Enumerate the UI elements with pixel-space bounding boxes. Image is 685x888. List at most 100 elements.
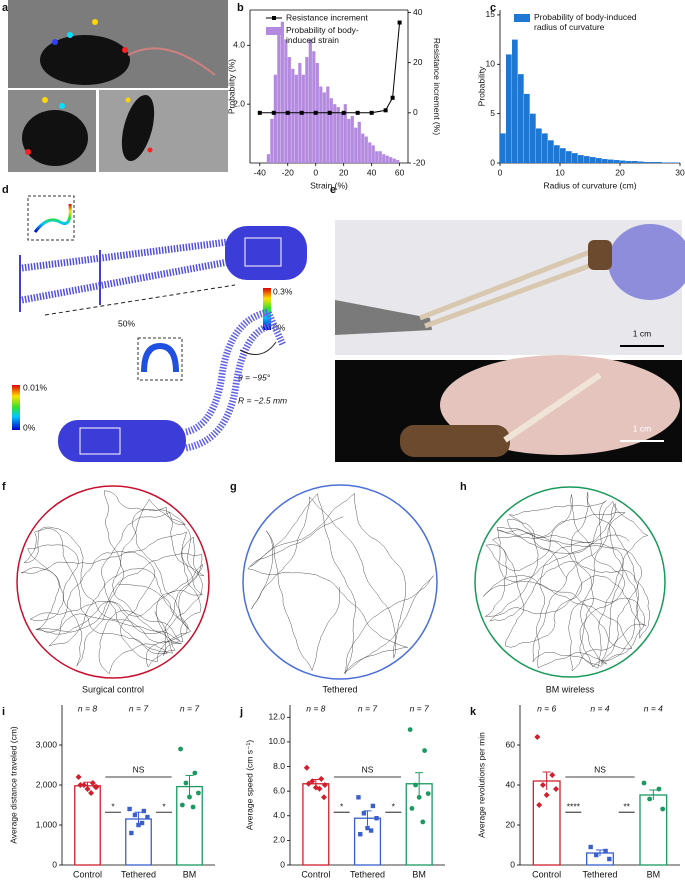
- data-point: [180, 803, 185, 808]
- histogram-bar: [379, 151, 382, 163]
- data-point: [422, 748, 427, 753]
- n-label: n = 7: [129, 703, 148, 713]
- strain-label: 50%: [118, 318, 135, 328]
- y-tick-label: 3,000: [36, 739, 58, 749]
- data-point: [192, 771, 197, 776]
- x-tick-label: 10: [555, 167, 565, 177]
- histogram-bar: [554, 145, 560, 163]
- y-tick-label: 4.0: [273, 810, 285, 820]
- line-marker: [286, 111, 290, 115]
- data-point: [191, 805, 196, 810]
- data-point: [660, 807, 665, 812]
- histogram-bar: [396, 160, 399, 163]
- histogram-bar: [274, 75, 277, 163]
- data-point: [145, 815, 149, 819]
- trajectory: [21, 491, 204, 674]
- angle-label: θ = ~95°: [238, 372, 271, 382]
- histogram-bar: [572, 153, 578, 163]
- trajectory: [483, 492, 650, 671]
- histogram-bar: [323, 92, 326, 163]
- histogram-bar: [375, 151, 378, 163]
- legend-label: Resistance increment: [286, 12, 368, 22]
- y-tick-label: 0: [490, 157, 495, 167]
- line-marker: [328, 111, 332, 115]
- y2-tick-label: 40: [413, 7, 423, 17]
- data-point: [588, 845, 592, 849]
- device-photo: [400, 425, 510, 457]
- histogram-bar: [281, 22, 284, 163]
- x-tick-label: Control: [301, 869, 330, 879]
- data-point: [603, 849, 607, 853]
- data-point: [140, 821, 144, 825]
- data-point: [304, 765, 310, 771]
- x-tick-label: 30: [675, 167, 685, 177]
- n-label: n = 6: [537, 703, 556, 713]
- bar: [640, 795, 667, 865]
- histogram-bar: [382, 154, 385, 163]
- n-label: n = 8: [78, 703, 97, 713]
- histogram-bar: [326, 87, 329, 164]
- y-axis-label: Average speed (cm s⁻¹): [244, 740, 254, 830]
- histogram-bar: [372, 145, 375, 163]
- data-point: [362, 811, 366, 815]
- marker-dot: [148, 148, 153, 153]
- histogram-bar: [524, 94, 530, 163]
- line-marker: [398, 21, 402, 25]
- histogram-bar: [358, 122, 361, 163]
- n-label: n = 7: [180, 703, 199, 713]
- strain-arrow: [45, 285, 235, 315]
- data-point: [76, 774, 82, 780]
- histogram-bar: [361, 134, 364, 163]
- data-point: [196, 791, 201, 796]
- data-point: [426, 791, 431, 796]
- data-point: [410, 806, 415, 811]
- data-point: [549, 772, 555, 778]
- histogram-bar: [354, 128, 357, 163]
- legend-label: Probability of body-induced radius of cu…: [534, 12, 639, 32]
- x-tick-label: 20: [615, 167, 625, 177]
- line-marker: [258, 111, 262, 115]
- line-marker: [370, 111, 374, 115]
- x-tick-label: 20: [339, 167, 349, 177]
- significance-label: *: [340, 801, 344, 811]
- data-point: [369, 828, 373, 832]
- n-label: n = 7: [358, 703, 377, 713]
- data-point: [371, 804, 375, 808]
- panel-label: h: [460, 481, 467, 493]
- photo: [99, 90, 228, 172]
- histogram-bar: [512, 40, 518, 163]
- colorbar-label: 0%: [23, 422, 36, 432]
- line-marker: [342, 111, 346, 115]
- panel-label: j: [239, 706, 243, 718]
- data-point: [184, 781, 189, 786]
- histogram-bar: [386, 156, 389, 163]
- x-tick-label: Tethered: [121, 869, 156, 879]
- bar: [75, 786, 101, 865]
- scale-label: 1 cm: [633, 328, 651, 338]
- significance-label: *: [111, 801, 115, 811]
- panel-label: i: [2, 706, 5, 718]
- histogram-bar: [656, 162, 662, 163]
- histogram-bar: [614, 160, 620, 163]
- n-label: n = 7: [410, 703, 429, 713]
- data-point: [413, 783, 418, 788]
- histogram-bar: [347, 119, 350, 163]
- marker-dot: [92, 19, 98, 25]
- histogram-bar: [295, 75, 298, 163]
- histogram-bar: [650, 162, 656, 163]
- data-point: [129, 831, 133, 835]
- data-point: [142, 809, 146, 813]
- y-tick-label: 8.0: [273, 761, 285, 771]
- legend-marker: [272, 16, 276, 20]
- x-tick-label: Tethered: [350, 869, 385, 879]
- legend-swatch: [266, 27, 282, 35]
- data-point: [607, 857, 611, 861]
- histogram-bar: [305, 57, 308, 163]
- histogram-bar: [542, 133, 548, 163]
- device: [225, 226, 307, 280]
- caption: BM wireless: [546, 684, 595, 694]
- panel-label: k: [470, 706, 477, 718]
- panel-label: f: [2, 481, 6, 493]
- significance-label: NS: [362, 764, 374, 774]
